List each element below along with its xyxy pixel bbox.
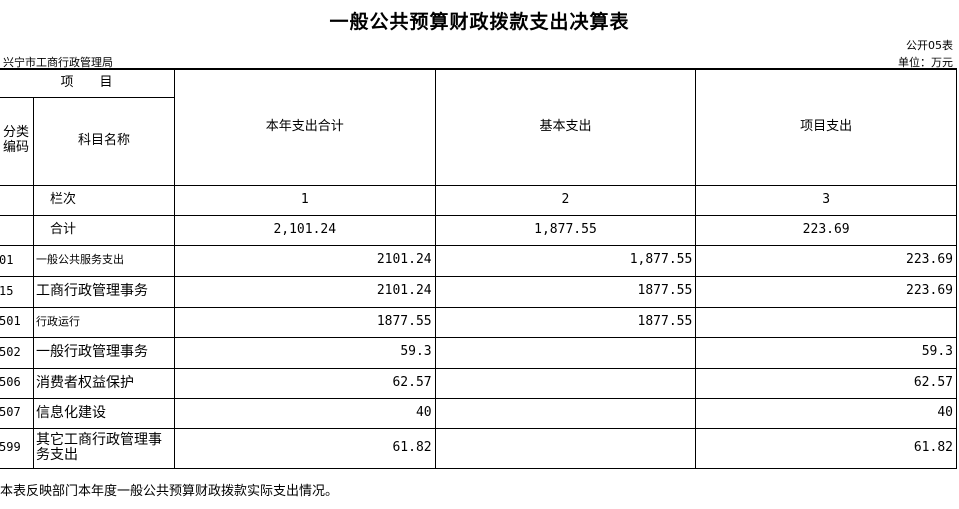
index-row-code	[0, 184, 34, 216]
total-amount: 2,101.24	[173, 214, 436, 246]
row-subject: 信息化建设	[32, 397, 175, 429]
header-project-expenditure: 项目支出	[695, 68, 957, 186]
expenditure-table: 项 目 本年支出合计 基本支出 项目支出 分类 编码 科目名称 栏次 1 2 3…	[0, 68, 957, 469]
total-project: 223.69	[695, 214, 957, 246]
table-row: 501 行政运行 1877.55 1877.55	[0, 306, 957, 338]
row-subject: 其它工商行政管理事务支出	[32, 427, 175, 469]
total-basic: 1,877.55	[434, 214, 697, 246]
page-title: 一般公共预算财政拨款支出决算表	[329, 11, 630, 33]
row-basic	[434, 427, 697, 469]
row-total: 59.3	[173, 336, 436, 369]
row-project: 223.69	[695, 244, 957, 277]
row-total: 1877.55	[173, 306, 436, 338]
row-basic	[434, 367, 697, 399]
row-basic: 1877.55	[434, 306, 697, 338]
organization-name: 兴宁市工商行政管理局	[3, 56, 113, 69]
header-subject: 科目名称	[32, 96, 175, 186]
row-total: 2101.24	[173, 244, 436, 277]
header-item: 项 目	[0, 68, 175, 98]
index-row-label: 栏次	[32, 184, 175, 216]
row-project: 59.3	[695, 336, 957, 369]
table-row: 506 消费者权益保护 62.57 62.57	[0, 367, 957, 399]
footnote: 本表反映部门本年度一般公共预算财政拨款实际支出情况。	[0, 484, 339, 499]
row-project: 62.57	[695, 367, 957, 399]
table-row: 01 一般公共服务支出 2101.24 1,877.55 223.69	[0, 244, 957, 277]
header-basic-expenditure: 基本支出	[434, 68, 697, 186]
row-subject: 一般行政管理事务	[32, 336, 175, 369]
table-row: 599 其它工商行政管理事务支出 61.82 61.82	[0, 427, 957, 469]
row-project	[695, 306, 957, 338]
form-number: 公开05表	[906, 39, 953, 52]
row-basic: 1,877.55	[434, 244, 697, 277]
table-row: 507 信息化建设 40 40	[0, 397, 957, 429]
total-row-code	[0, 214, 34, 246]
header-code: 分类 编码	[0, 96, 34, 186]
table-row: 15 工商行政管理事务 2101.24 1877.55 223.69	[0, 275, 957, 308]
header-total-expenditure: 本年支出合计	[173, 68, 436, 186]
row-project: 223.69	[695, 275, 957, 308]
row-code: 501	[0, 306, 34, 338]
index-col-3: 3	[695, 184, 957, 216]
row-code: 507	[0, 397, 34, 429]
row-code: 01	[0, 244, 34, 277]
row-basic	[434, 397, 697, 429]
row-total: 2101.24	[173, 275, 436, 308]
row-code: 506	[0, 367, 34, 399]
index-col-1: 1	[173, 184, 436, 216]
index-col-2: 2	[434, 184, 697, 216]
row-code: 502	[0, 336, 34, 369]
row-project: 61.82	[695, 427, 957, 469]
row-total: 61.82	[173, 427, 436, 469]
row-basic: 1877.55	[434, 275, 697, 308]
row-code: 599	[0, 427, 34, 469]
row-basic	[434, 336, 697, 369]
row-subject: 消费者权益保护	[32, 367, 175, 399]
row-subject: 一般公共服务支出	[32, 244, 175, 277]
row-subject: 工商行政管理事务	[32, 275, 175, 308]
total-row-label: 合计	[32, 214, 175, 246]
row-project: 40	[695, 397, 957, 429]
unit-label: 单位：万元	[898, 56, 953, 69]
table-row: 502 一般行政管理事务 59.3 59.3	[0, 336, 957, 369]
row-subject: 行政运行	[32, 306, 175, 338]
row-total: 40	[173, 397, 436, 429]
row-code: 15	[0, 275, 34, 308]
row-total: 62.57	[173, 367, 436, 399]
